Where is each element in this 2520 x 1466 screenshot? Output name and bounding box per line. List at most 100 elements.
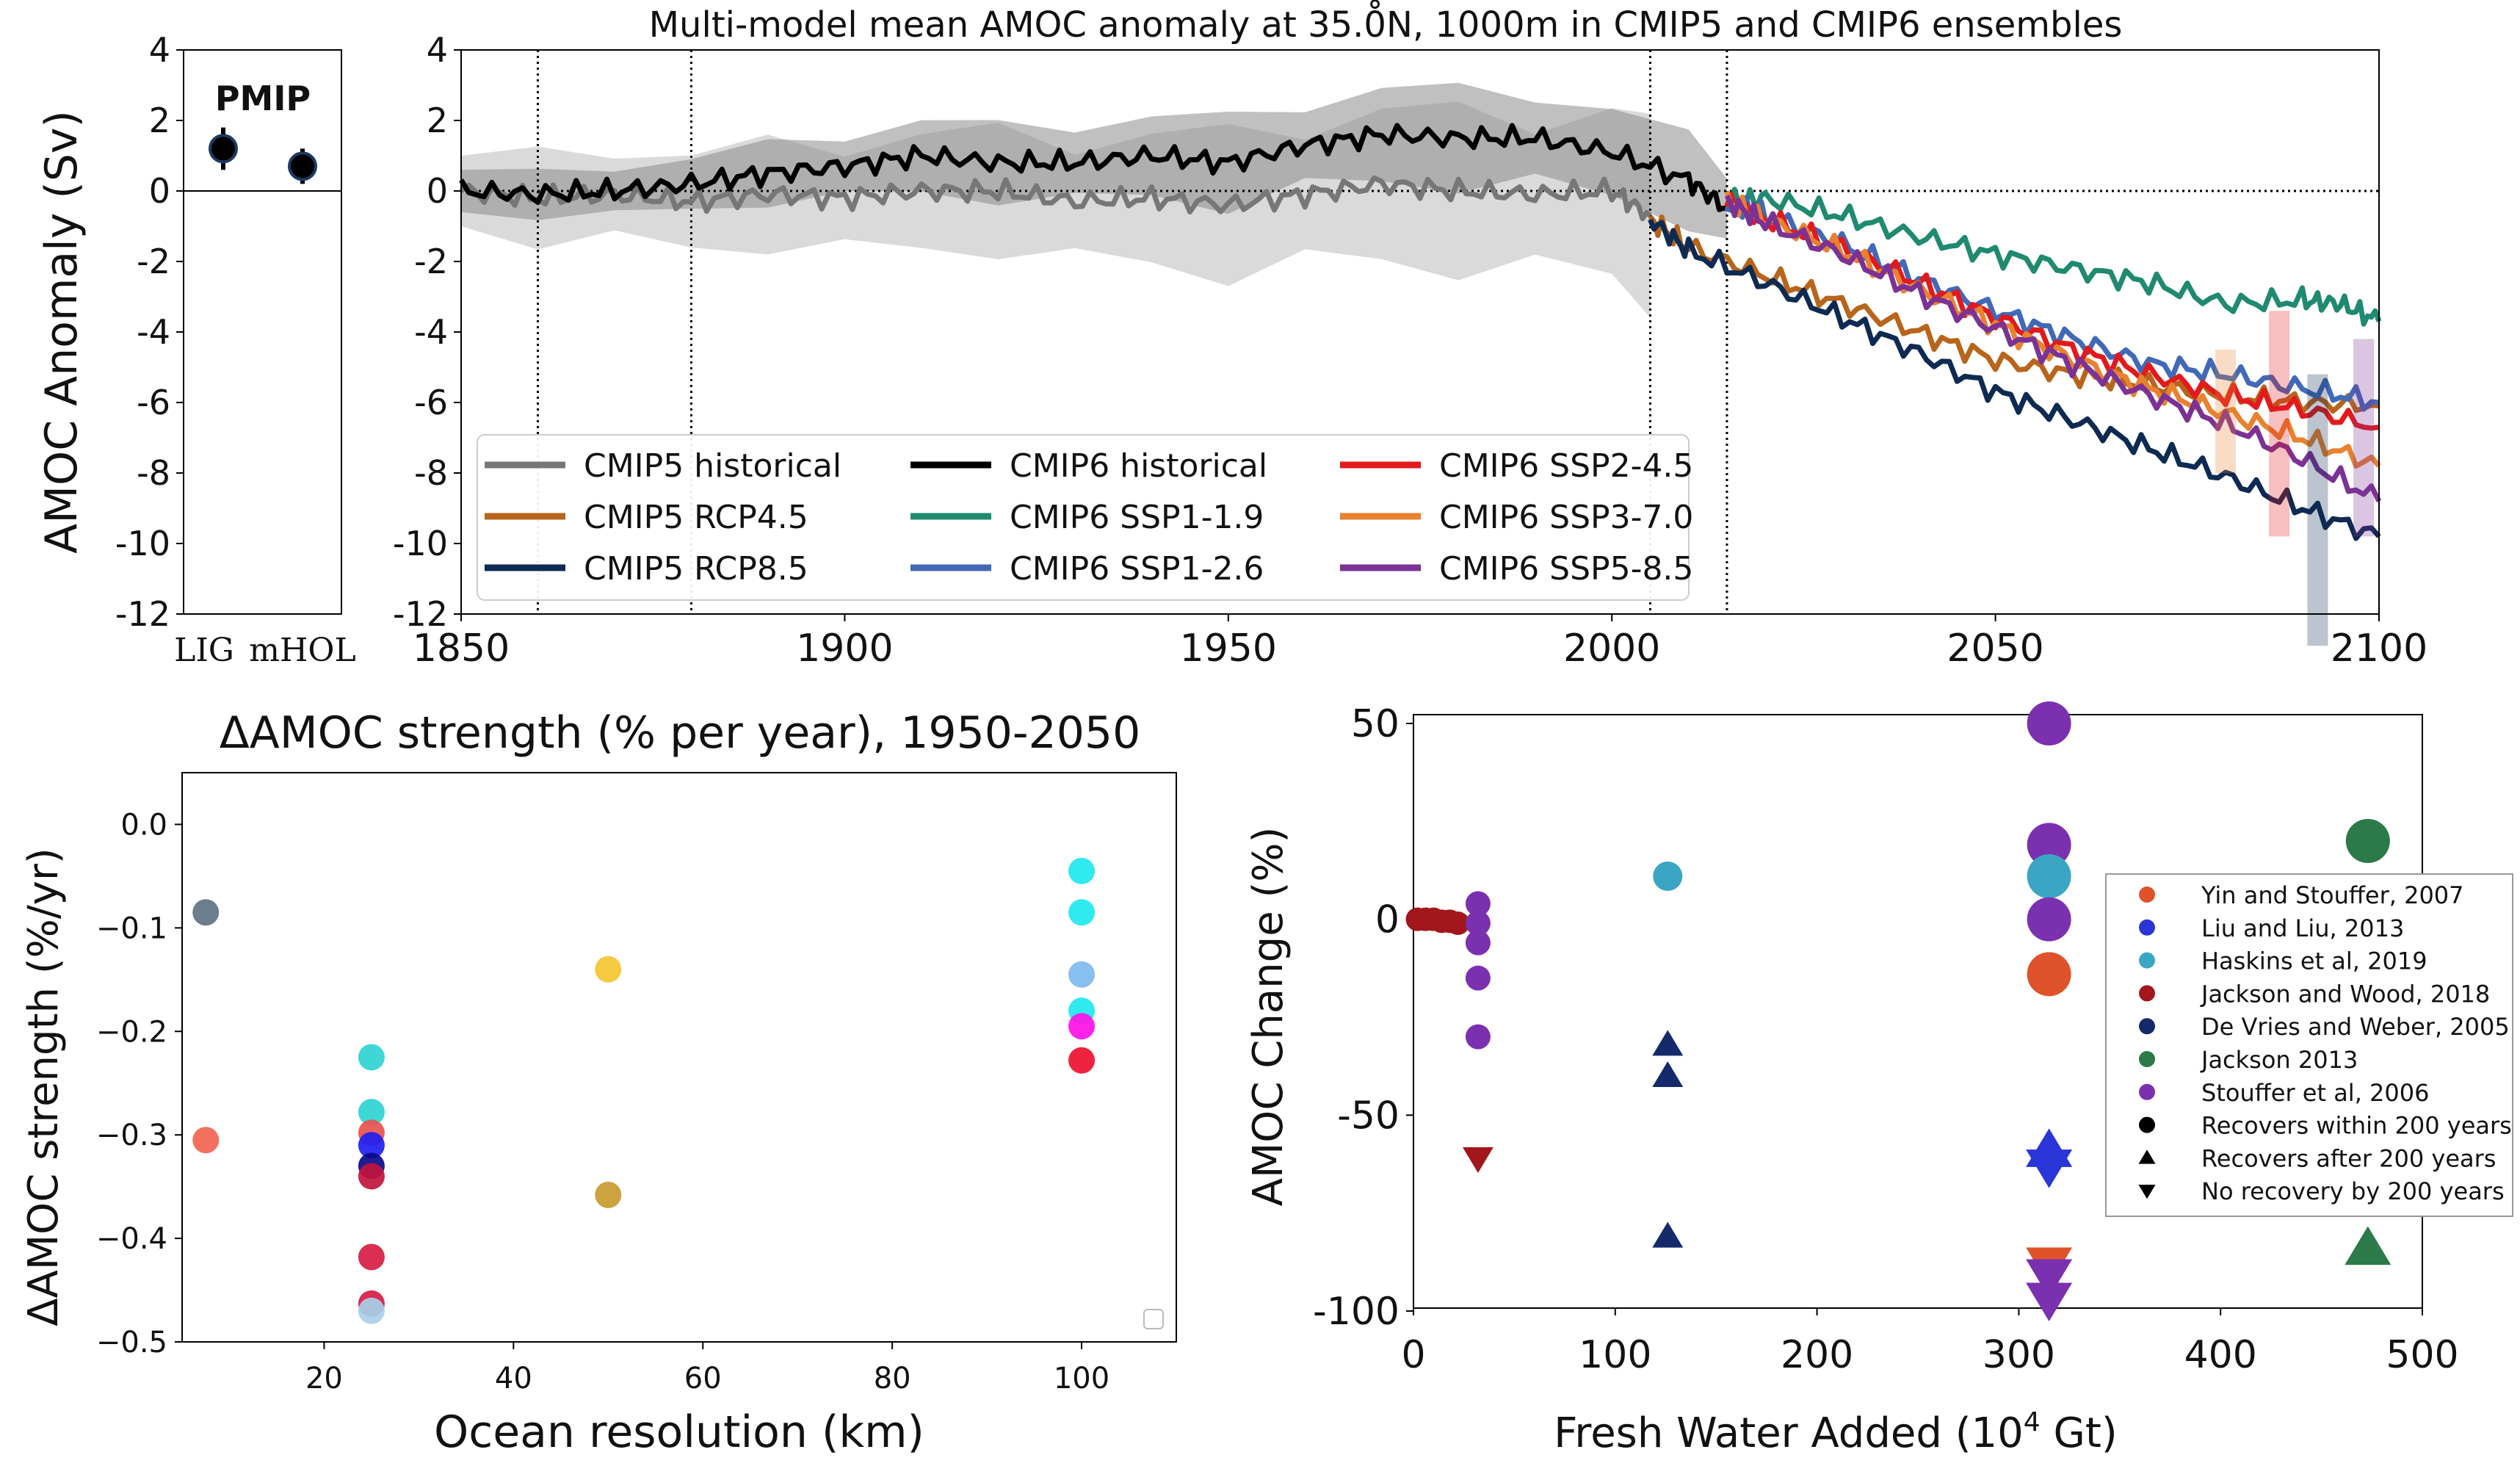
legend-label-ssp370: CMIP6 SSP3-7.0 bbox=[1439, 499, 1693, 536]
c-point bbox=[2026, 1259, 2073, 1298]
pmip-ytick-label: -6 bbox=[137, 383, 170, 422]
pmip-label: PMIP bbox=[215, 79, 311, 118]
b-point bbox=[1068, 1013, 1096, 1040]
c-legend-marker bbox=[2139, 985, 2155, 1002]
b-ytick-label: −0.3 bbox=[96, 1119, 167, 1152]
c-legend-label: Haskins et al, 2019 bbox=[2201, 947, 2427, 975]
legend-label-cmip5_hist: CMIP5 historical bbox=[584, 447, 841, 485]
pmip-ytick-label: 2 bbox=[149, 101, 170, 140]
b-ytick-label: −0.2 bbox=[96, 1015, 167, 1049]
b-ytick-label: 0.0 bbox=[120, 808, 167, 842]
c-legend-marker bbox=[2139, 952, 2155, 969]
series-line-cmip5_hist bbox=[459, 175, 1652, 222]
b-xtick-label: 40 bbox=[495, 1362, 532, 1395]
c-xtick-label: 100 bbox=[1579, 1333, 1651, 1377]
pmip-frame bbox=[183, 49, 342, 615]
legend-label-ssp119: CMIP6 SSP1-1.9 bbox=[1010, 499, 1264, 536]
c-legend-marker bbox=[2139, 919, 2155, 936]
legend-label-ssp585: CMIP6 SSP5-8.5 bbox=[1439, 550, 1693, 588]
panel-b-ylabel: ΔAMOC strength (%/yr) bbox=[20, 848, 68, 1326]
pmip-cat-lig: LIG bbox=[174, 632, 234, 669]
a-xtick-label: 1900 bbox=[796, 627, 893, 671]
c-legend-marker bbox=[2139, 1051, 2155, 1067]
c-point bbox=[1465, 930, 1491, 956]
c-legend-label: Jackson 2013 bbox=[2200, 1046, 2358, 1074]
b-ytick-label: −0.5 bbox=[96, 1326, 167, 1360]
c-point bbox=[2345, 1226, 2392, 1265]
range-bar-ssp585 bbox=[2353, 339, 2375, 537]
b-point bbox=[358, 1099, 385, 1126]
c-ytick-label: -50 bbox=[1337, 1094, 1400, 1138]
legend-label-ssp126: CMIP6 SSP1-2.6 bbox=[1010, 550, 1264, 588]
panel-c-legend: Yin and Stouffer, 2007 Liu and Liu, 2013 H… bbox=[2105, 873, 2513, 1217]
c-legend-marker bbox=[2139, 887, 2155, 903]
b-point bbox=[358, 1297, 385, 1324]
pmip-ytick-label: -2 bbox=[137, 242, 170, 281]
pmip-point bbox=[288, 151, 317, 181]
c-point bbox=[2345, 819, 2390, 863]
legend-label-rcp45: CMIP5 RCP4.5 bbox=[584, 499, 808, 536]
b-xtick-label: 20 bbox=[305, 1362, 343, 1395]
b-point bbox=[1068, 899, 1096, 926]
c-xtick-label: 0 bbox=[1401, 1333, 1425, 1377]
legend-label-rcp85: CMIP5 RCP8.5 bbox=[584, 550, 808, 588]
b-point bbox=[192, 899, 220, 926]
b-point bbox=[595, 1181, 622, 1208]
c-legend-label: Yin and Stouffer, 2007 bbox=[2201, 881, 2464, 909]
a-xtick-label: 2100 bbox=[2331, 627, 2427, 671]
c-xtick-label: 500 bbox=[2386, 1333, 2458, 1377]
c-ytick-label: 0 bbox=[1375, 898, 1400, 942]
c-legend-label: Recovers within 200 years bbox=[2201, 1112, 2512, 1140]
c-point bbox=[1462, 1147, 1493, 1173]
panel-a-ylabel: AMOC Anomaly (Sv) bbox=[36, 110, 87, 554]
b-point bbox=[1068, 961, 1096, 988]
pmip-ytick-label: -8 bbox=[137, 453, 170, 493]
b-ytick-label: −0.4 bbox=[96, 1222, 167, 1256]
a-ytick-label: 0 bbox=[427, 171, 448, 211]
pmip-ytick-label: 0 bbox=[149, 171, 170, 211]
a-ytick-label: -8 bbox=[414, 453, 448, 493]
c-legend-marker bbox=[2139, 1018, 2155, 1035]
c-point bbox=[1652, 1030, 1684, 1056]
c-point bbox=[1652, 1221, 1684, 1248]
c-point bbox=[1653, 862, 1683, 891]
a-xtick-label: 1950 bbox=[1180, 627, 1277, 671]
panel-c-xlabel-main: Fresh Water Added (10 bbox=[1554, 1409, 2024, 1457]
c-legend-marker bbox=[2138, 1149, 2156, 1164]
panel-c-xlabel-sup: 4 bbox=[2024, 1407, 2041, 1437]
panel-a: Multi-model mean AMOC anomaly at 35.0̊N,… bbox=[36, 0, 2427, 671]
b-xtick-label: 60 bbox=[684, 1362, 722, 1395]
c-legend-marker bbox=[2138, 1184, 2156, 1199]
c-point bbox=[2026, 1149, 2073, 1188]
series-line-rcp85 bbox=[1648, 218, 2381, 541]
series-line-cmip6_hist bbox=[459, 123, 1728, 212]
c-point bbox=[2027, 701, 2071, 745]
panel-a-title: Multi-model mean AMOC anomaly at 35.0̊N,… bbox=[649, 0, 2123, 46]
b-point bbox=[358, 1163, 385, 1190]
c-point bbox=[1652, 1061, 1684, 1087]
pmip-point bbox=[209, 134, 238, 164]
c-point bbox=[2027, 952, 2071, 997]
panel-b-empty-legend bbox=[1143, 1309, 1164, 1329]
b-point bbox=[1068, 1047, 1096, 1074]
a-ytick-label: -4 bbox=[414, 312, 448, 352]
c-point bbox=[2027, 897, 2071, 942]
c-legend-label: Stouffer et al, 2006 bbox=[2201, 1079, 2429, 1107]
legend-label-ssp245: CMIP6 SSP2-4.5 bbox=[1439, 447, 1693, 485]
panel-c-xlabel: Fresh Water Added (104 Gt) bbox=[1554, 1407, 2117, 1457]
range-bar-rcp85 bbox=[2307, 374, 2328, 646]
a-ytick-label: -6 bbox=[414, 383, 448, 422]
a-xtick-label: 1850 bbox=[413, 627, 510, 671]
panel-c-xlabel-end: Gt) bbox=[2041, 1409, 2118, 1457]
c-point bbox=[1465, 1024, 1491, 1050]
pmip-ytick-label: 4 bbox=[149, 30, 170, 70]
c-legend-label: Liu and Liu, 2013 bbox=[2201, 914, 2404, 942]
panel-c: AMOC Change (%) Fresh Water Added (104 G… bbox=[1245, 701, 2513, 1457]
c-xtick-label: 300 bbox=[1983, 1333, 2055, 1377]
pmip-cat-mhol: mHOL bbox=[249, 632, 355, 669]
c-legend-label: No recovery by 200 years bbox=[2201, 1177, 2505, 1205]
c-legend-marker bbox=[2139, 1116, 2155, 1133]
a-ytick-label: -12 bbox=[393, 594, 448, 634]
c-xtick-label: 400 bbox=[2184, 1333, 2257, 1377]
